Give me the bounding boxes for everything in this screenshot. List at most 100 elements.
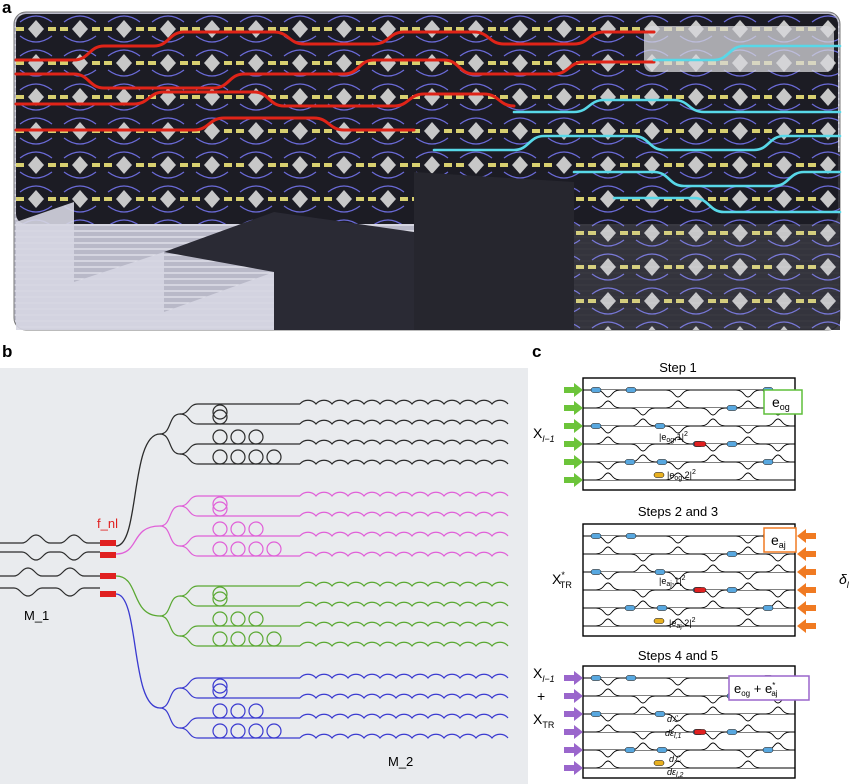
ring-resonator: [248, 723, 264, 739]
phase-shifter: [590, 387, 602, 393]
coupler: [700, 553, 726, 562]
branch-arm: [179, 505, 300, 517]
coupler: [595, 535, 621, 544]
ring-resonator: [230, 541, 246, 557]
coupler: [630, 695, 656, 704]
coupler: [595, 760, 621, 769]
ring-resonator: [212, 449, 228, 465]
coupler: [630, 454, 656, 463]
step23-mesh-box: [582, 523, 796, 637]
coupler: [665, 571, 691, 580]
step1-input-arrows: [564, 383, 583, 487]
coupler: [765, 553, 791, 562]
training-steps-diagram: Step 1 eog Xl−1 |eog,1|2 |eog,2|2 Steps …: [533, 360, 850, 779]
ring-resonator: [266, 449, 282, 465]
chip-micrograph: [13, 11, 842, 331]
branch-split: [159, 615, 181, 637]
branch-arm: [179, 495, 300, 507]
coupler: [665, 607, 691, 616]
panel-b-letter: b: [2, 342, 13, 361]
step45-grad1-den: dεl,1: [665, 728, 681, 740]
input-arrow: [564, 671, 583, 685]
branch-arm: [179, 625, 300, 637]
coupler: [595, 582, 621, 591]
phase-shifter: [625, 533, 637, 539]
ring-resonator: [248, 631, 264, 647]
input-arrow: [564, 401, 583, 415]
ring-resonator: [248, 429, 264, 445]
coupler: [700, 695, 726, 704]
branch-split: [159, 525, 181, 547]
ring-resonator: [212, 521, 228, 537]
coupler: [735, 618, 761, 627]
ring-resonator: [212, 611, 228, 627]
phase-shifter: [625, 675, 637, 681]
input-arrow: [564, 383, 583, 397]
ring-resonator: [212, 404, 228, 420]
ring-resonator: [230, 429, 246, 445]
coupler: [665, 546, 691, 555]
branch-arm: [179, 453, 300, 465]
coupler: [735, 535, 761, 544]
ring-resonator: [230, 449, 246, 465]
coupler: [700, 706, 726, 715]
phase-shifter: [656, 459, 668, 465]
branch-arm: [179, 403, 300, 415]
input-arrow: [564, 473, 583, 487]
branch-trunk: [115, 575, 161, 617]
step1-ann1: |eog,1|2: [659, 431, 688, 444]
ring-resonator: [266, 631, 282, 647]
branch-output-mesh: [299, 713, 509, 719]
ring-resonator: [230, 521, 246, 537]
branch-output-mesh: [299, 491, 509, 497]
coupler: [765, 443, 791, 452]
phase-shifter: [656, 605, 668, 611]
coupler: [665, 472, 691, 481]
phase-shifter: [726, 587, 738, 593]
step1-field-box: [763, 389, 803, 415]
coupler: [735, 546, 761, 555]
ring-resonator: [248, 449, 264, 465]
input-arrow: [797, 565, 816, 579]
step23-field-box: [763, 527, 797, 553]
input-arrow: [797, 583, 816, 597]
coupler: [665, 389, 691, 398]
branch-arm: [179, 727, 300, 739]
coupler: [735, 582, 761, 591]
coupler: [630, 589, 656, 598]
step45-grad2-den: dεl,2: [667, 767, 683, 779]
coupler: [595, 688, 621, 697]
coupler: [735, 436, 761, 445]
branch-output-mesh: [299, 641, 509, 647]
branch-output-mesh: [299, 419, 509, 425]
branch-green: [115, 575, 509, 647]
branch-split: [159, 687, 181, 709]
input-arrow: [797, 547, 816, 561]
phase-shifter: [726, 405, 738, 411]
coupler: [665, 461, 691, 470]
phase-shifter: [656, 747, 668, 753]
coupler: [630, 418, 656, 427]
coupler: [700, 443, 726, 452]
phase-shifter: [590, 711, 602, 717]
step45-input-bottom: XTR: [533, 711, 555, 730]
coupler: [630, 600, 656, 609]
m2-label: M_2: [388, 754, 413, 769]
phase-shifter: [624, 459, 636, 465]
branch-trunk: [115, 525, 161, 555]
step45-grad2-num: dℒ: [669, 754, 681, 764]
input-arrow: [797, 529, 816, 543]
step1-mesh: [583, 387, 795, 481]
input-arrow: [564, 455, 583, 469]
phase-shifter: [590, 675, 602, 681]
ring-resonator: [266, 723, 282, 739]
branch-output-mesh: [299, 511, 509, 517]
ring-resonator: [230, 703, 246, 719]
step23-mesh: [583, 533, 795, 627]
ring-resonator: [248, 521, 264, 537]
branch-black: [115, 399, 509, 547]
branch-arm: [179, 717, 300, 729]
coupler: [665, 749, 691, 758]
coupler: [700, 407, 726, 416]
branch-arm: [179, 687, 300, 699]
